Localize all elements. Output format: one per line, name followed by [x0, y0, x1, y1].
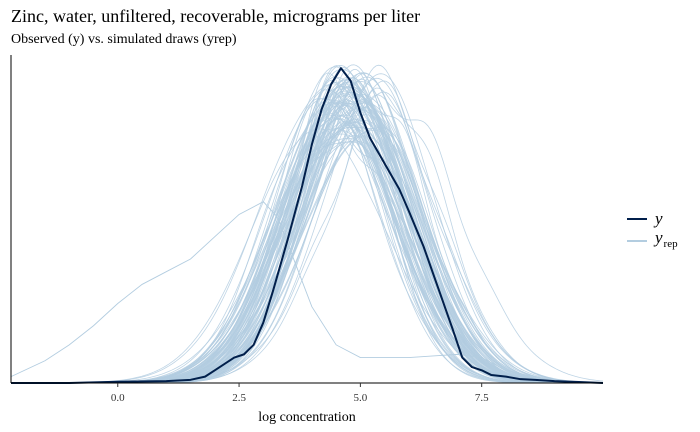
yrep-draw-line	[11, 140, 604, 384]
yrep-draw-line	[11, 77, 603, 384]
yrep-draw-line	[11, 91, 604, 384]
legend-label-yrep-subscript: rep	[663, 238, 678, 250]
x-axis-ticks: 0.0 2.5 5.0 7.5	[111, 383, 489, 404]
x-axis-title: log concentration	[258, 410, 356, 425]
yrep-draw-line	[11, 77, 604, 384]
yrep-draw-line	[11, 68, 603, 384]
observed-y-line	[11, 67, 604, 384]
x-tick-label: 7.5	[475, 392, 489, 404]
legend-label-yrep: yrep	[655, 228, 678, 251]
yrep-draw-line	[11, 72, 604, 384]
yrep-draw-line	[11, 76, 604, 384]
yrep-outlier-draw	[10, 201, 604, 384]
chart-title: Zinc, water, unfiltered, recoverable, mi…	[11, 6, 421, 26]
yrep-draw-line	[11, 66, 604, 384]
yrep-draw-line	[11, 92, 604, 384]
yrep-draw-line	[11, 76, 604, 384]
yrep-draw-line	[11, 73, 604, 384]
yrep-draws	[11, 64, 604, 384]
yrep-outlier-line	[10, 201, 604, 384]
yrep-draw-line	[11, 76, 604, 384]
legend: y yrep	[627, 208, 697, 252]
legend-key-yrep	[627, 240, 647, 242]
x-tick-label: 0.0	[111, 392, 125, 404]
legend-item-y: y	[627, 208, 697, 230]
yrep-draw-line	[11, 77, 604, 384]
legend-key-y	[627, 218, 647, 220]
yrep-draw-line	[11, 67, 603, 384]
observed-density	[11, 67, 604, 384]
yrep-draw-line	[11, 102, 603, 384]
yrep-draw-line	[11, 72, 603, 384]
yrep-draw-line	[11, 90, 603, 384]
chart-subtitle: Observed (y) vs. simulated draws (yrep)	[11, 32, 237, 47]
yrep-draw-line	[11, 72, 604, 384]
yrep-draw-line	[11, 91, 604, 384]
yrep-draw-line	[11, 68, 603, 384]
x-tick-label: 5.0	[354, 392, 368, 404]
yrep-draw-line	[11, 72, 603, 384]
legend-label-y: y	[655, 209, 663, 228]
legend-item-yrep: yrep	[627, 228, 697, 252]
x-tick-label: 2.5	[232, 392, 246, 404]
yrep-draw-line	[11, 77, 604, 384]
